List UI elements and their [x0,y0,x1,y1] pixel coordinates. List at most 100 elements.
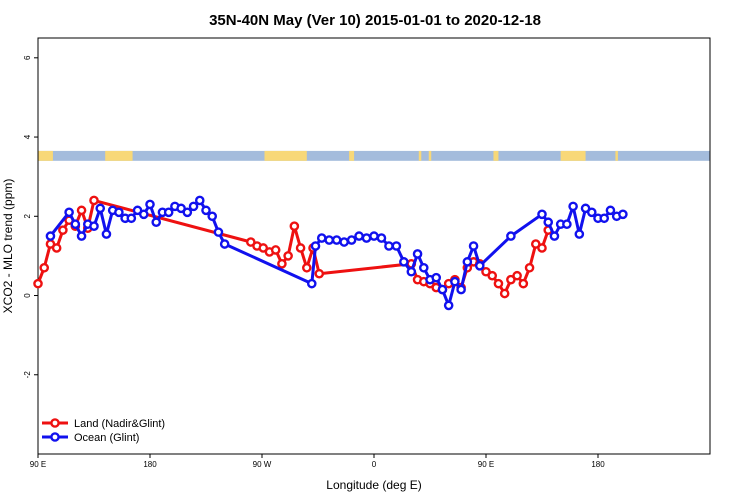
land-span [418,150,422,161]
data-point [468,241,479,251]
data-point [289,221,300,231]
data-point [301,262,312,273]
y-tick-label: 6 [23,55,32,60]
legend-label: Ocean (Glint) [74,432,139,444]
land-span [615,150,618,161]
data-point [376,233,387,243]
data-point [543,217,554,228]
data-point [412,249,423,259]
data-point [145,199,155,210]
data-point [277,259,287,269]
data-point [89,221,99,231]
data-point [354,231,364,241]
data-point [45,231,56,241]
data-point [537,209,547,220]
x-tick-label: 90 W [253,460,272,469]
data-point [537,243,547,253]
land-span [349,150,355,161]
data-point [339,237,349,247]
data-point [443,300,454,311]
data-point [406,266,417,277]
x-tick-label: 180 [143,460,157,469]
data-point [39,262,50,273]
data-point [618,209,628,220]
data-point [499,288,510,299]
plot-area [33,37,711,455]
data-point [361,233,372,243]
series-0 [33,195,554,299]
data-point [518,278,529,289]
data-point [431,272,442,283]
data-point [384,241,394,251]
data-point [270,245,281,255]
legend: Land (Nadir&Glint) Ocean (Glint) [42,418,165,444]
land-span [560,150,586,161]
data-point [487,270,498,281]
data-point [437,284,448,295]
data-point [450,276,460,287]
data-point [51,243,62,253]
land-span [264,150,307,161]
data-point [163,207,174,218]
data-point [310,241,321,251]
data-point [562,219,572,230]
land-span [105,150,133,161]
data-point [391,241,402,251]
legend-label: Land (Nadir&Glint) [74,418,165,430]
chart-title: 35N-40N May (Ver 10) 2015-01-01 to 2020-… [209,12,541,29]
data-point [574,229,585,239]
data-point [506,231,516,241]
legend-swatch-marker [50,418,60,428]
data-point [70,219,81,230]
data-point [331,235,342,245]
land-span [428,150,432,161]
land-span [38,150,53,161]
data-point [549,231,560,241]
data-point [213,227,224,237]
y-axis-label: XCO2 - MLO trend (ppm) [1,179,15,314]
data-point [493,278,504,289]
y-axis: -2 0 2 4 6 [23,55,38,378]
x-axis-label: Longitude (deg E) [326,478,421,492]
data-point [64,207,74,218]
data-point [283,251,293,261]
data-point [316,233,327,243]
data-point [219,239,230,249]
x-axis: 90 E 180 90 W 0 90 E 180 [30,454,605,469]
data-point [324,235,335,245]
data-point [89,195,99,206]
data-point [76,205,87,216]
data-point [474,261,485,271]
data-point [512,270,522,281]
data-point [599,213,610,224]
data-point [462,257,473,267]
data-point [418,262,429,273]
x-tick-label: 0 [372,460,377,469]
data-point [586,207,597,218]
series-line [49,198,624,307]
ocean-strip [38,150,710,161]
data-point [138,209,149,220]
data-point [568,201,578,212]
data-point [399,257,409,267]
y-tick-label: 4 [23,134,32,139]
data-point [306,278,317,289]
data-point [188,201,199,212]
x-tick-label: 90 E [478,460,494,469]
y-tick-label: -2 [23,371,32,379]
y-tick-label: 0 [23,293,32,298]
data-point [58,225,68,235]
x-tick-label: 90 E [30,460,46,469]
data-point [114,207,124,218]
data-point [201,205,211,216]
data-point [314,268,325,279]
data-point [101,229,112,239]
map-strip [38,150,710,161]
data-point [182,207,193,218]
y-tick-label: 2 [23,214,32,219]
series-layer [33,195,628,311]
series-1 [45,195,628,311]
data-point [524,262,535,273]
data-point [605,205,616,216]
